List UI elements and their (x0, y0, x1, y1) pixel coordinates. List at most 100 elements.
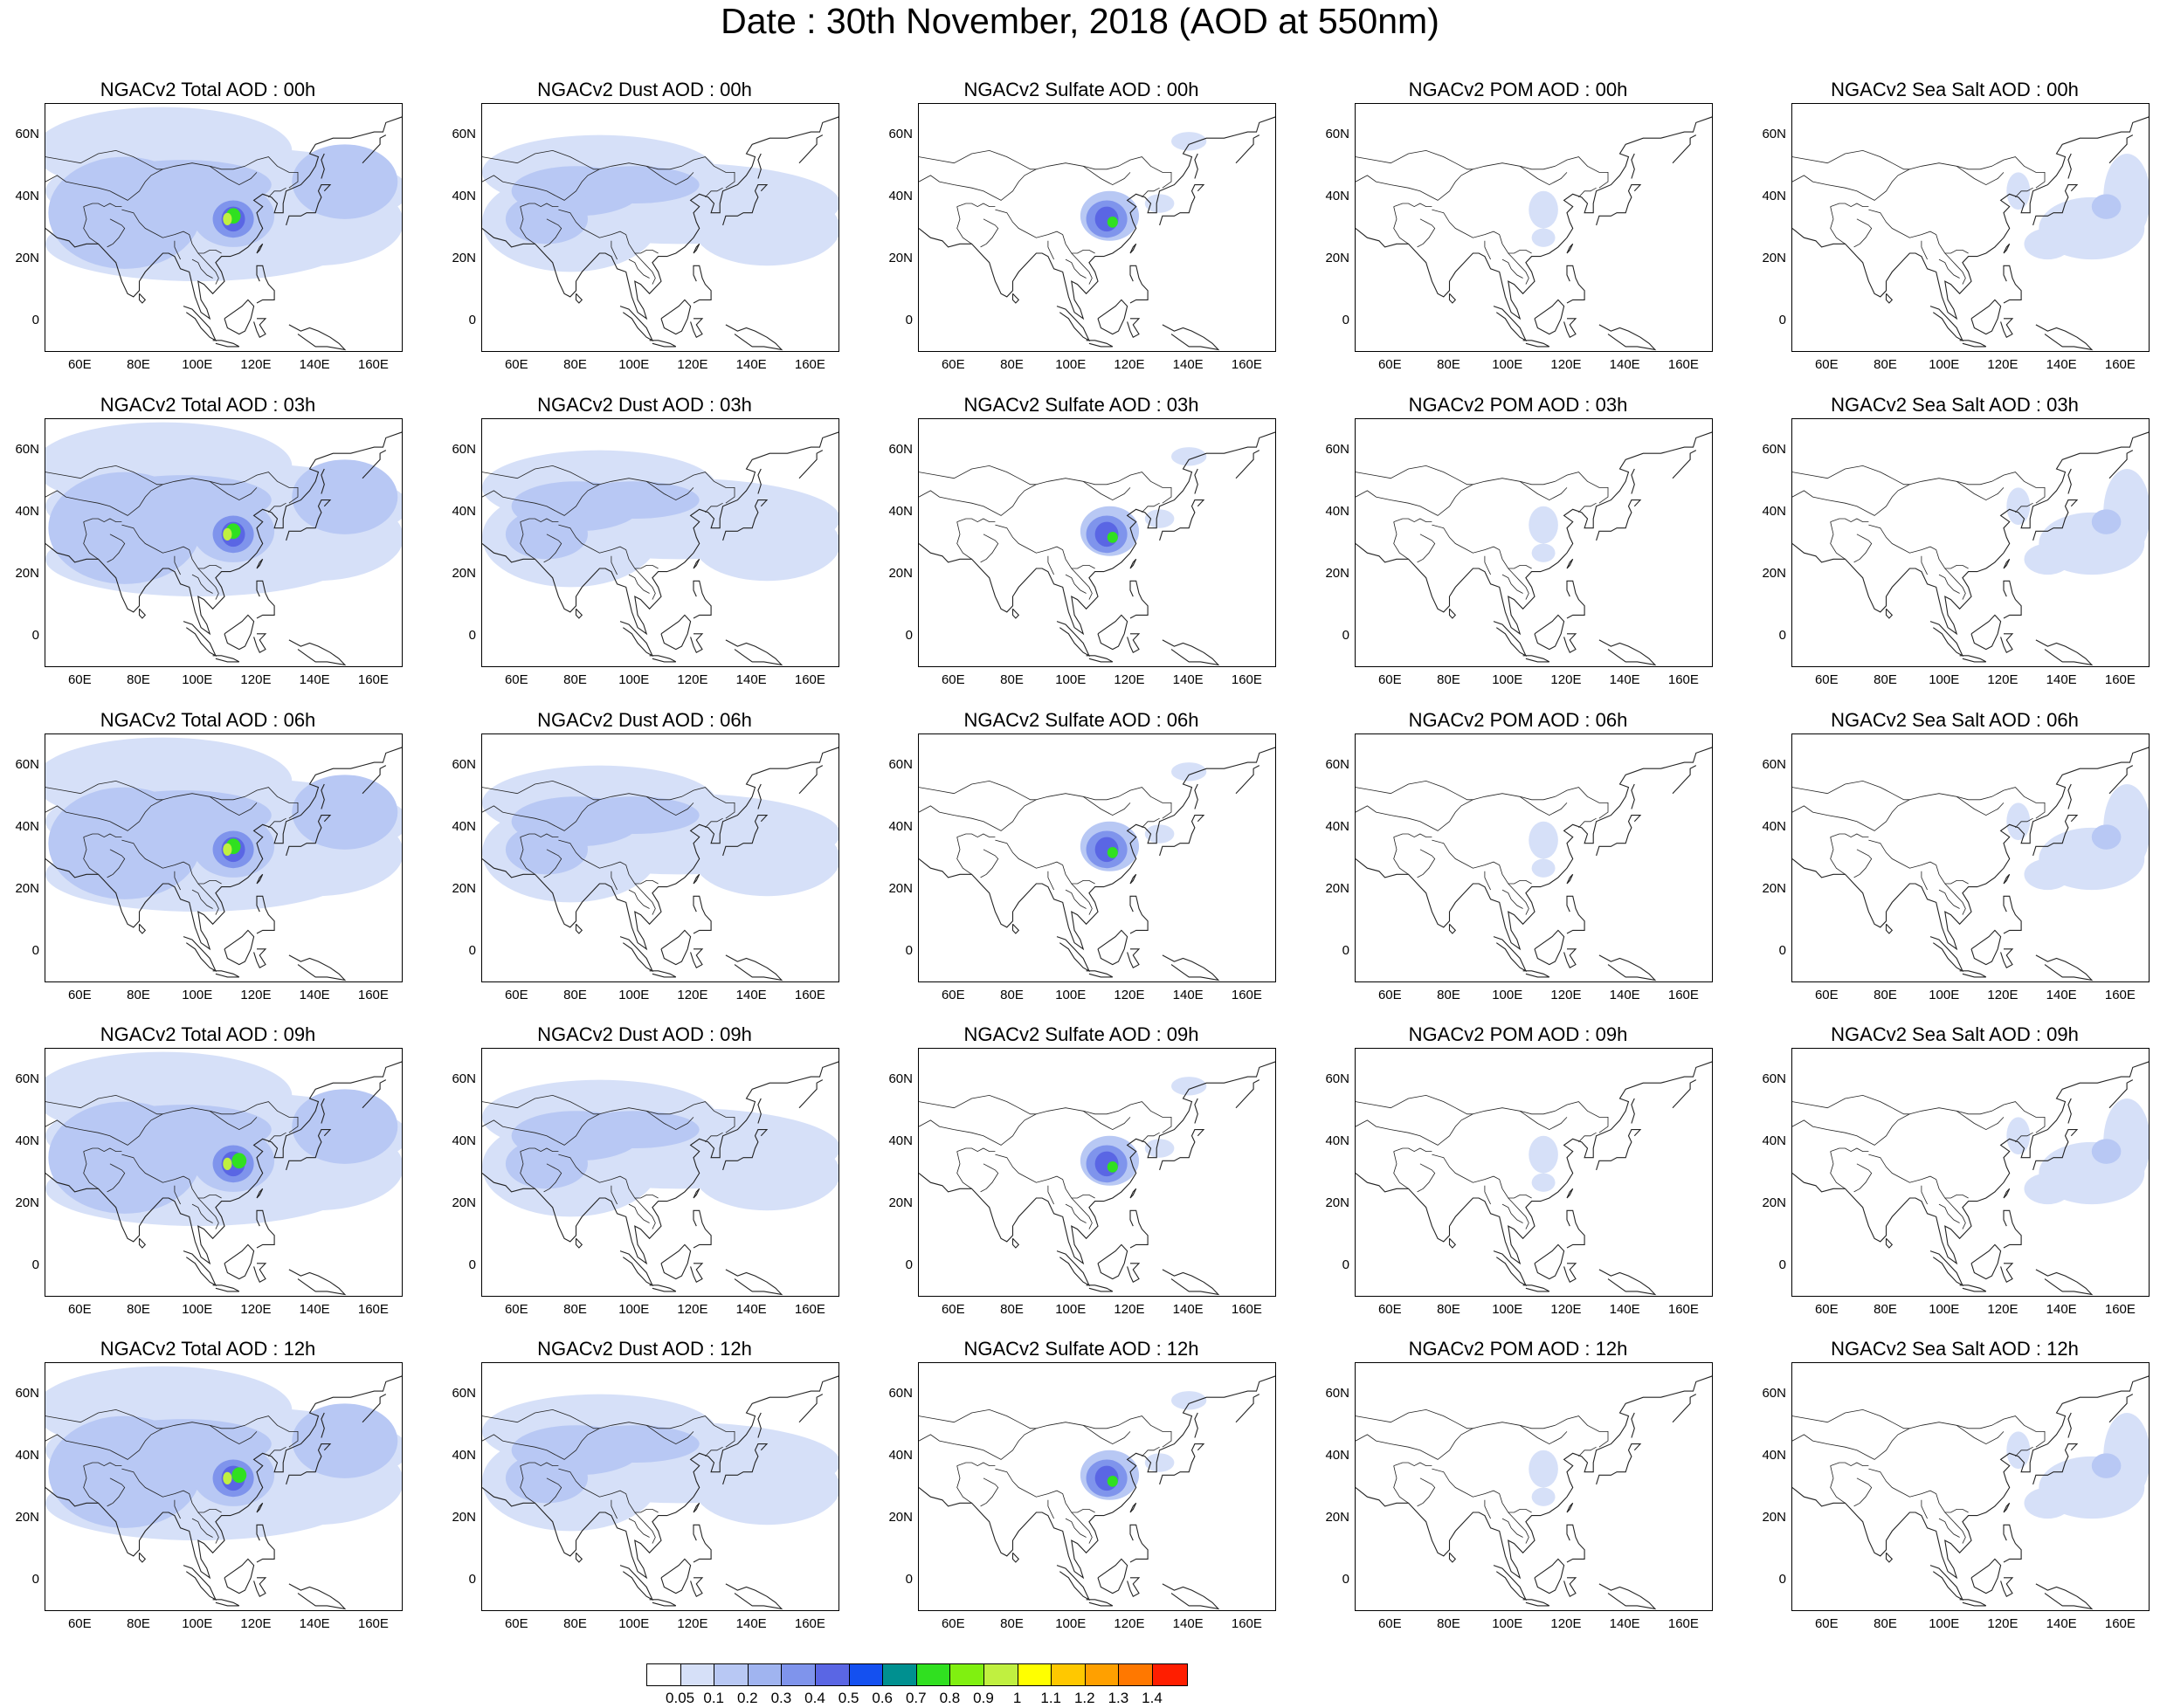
y-tick-label: 0 (468, 313, 476, 328)
coastline (1631, 468, 1635, 494)
y-tick-label: 40N (452, 188, 476, 203)
x-tick-label: 80E (1000, 988, 1024, 1002)
country-border (558, 1468, 659, 1513)
coastline (1127, 1577, 1141, 1597)
country-border (1792, 787, 2046, 831)
coastline (138, 923, 147, 934)
x-tick-label: 80E (1000, 357, 1024, 372)
country-border (1417, 849, 1436, 878)
aod-map (1792, 1061, 2149, 1296)
colorbar-box (1052, 1664, 1086, 1685)
coastline (362, 765, 387, 795)
aod-patch (292, 459, 398, 534)
country-border (45, 149, 163, 170)
country-border (1432, 1468, 1532, 1513)
x-tick-label: 160E (357, 1616, 389, 1631)
coastline (253, 1263, 267, 1283)
coastline (482, 747, 838, 951)
x-tick-label: 60E (67, 672, 92, 687)
aod-patch (693, 1135, 838, 1211)
y-tick-label: 40N (15, 818, 39, 834)
coastline (693, 1524, 712, 1563)
coastline (1566, 873, 1574, 885)
coastline (286, 1129, 332, 1171)
aod-map (482, 1061, 838, 1296)
coastline (1162, 639, 1220, 666)
x-tick-label: 160E (2104, 988, 2136, 1002)
panel-title: NGACv2 Dust AOD : 06h (537, 709, 752, 731)
coastline (1097, 614, 1128, 651)
coastline (138, 608, 147, 619)
x-tick-label: 80E (1437, 1616, 1460, 1631)
x-tick-label: 160E (794, 357, 825, 372)
country-border (1944, 252, 1966, 285)
country-border (1830, 837, 1846, 875)
aod-map (482, 431, 838, 666)
aod-patch (2006, 1117, 2031, 1155)
aod-patch (223, 843, 232, 856)
aod-patch (1144, 1453, 1175, 1472)
coastline (1086, 340, 1114, 348)
y-tick-label: 0 (31, 313, 39, 328)
coastline (1970, 929, 2002, 966)
y-tick-label: 40N (1325, 818, 1349, 834)
y-tick-label: 60N (888, 1385, 913, 1401)
panel-title: NGACv2 POM AOD : 03h (1408, 394, 1628, 416)
y-tick-label: 0 (1342, 628, 1349, 644)
country-border (1508, 252, 1529, 285)
x-tick-label: 60E (941, 672, 965, 687)
coastline (722, 1129, 769, 1171)
y-tick-label: 60N (15, 441, 39, 457)
x-tick-label: 120E (1114, 1616, 1145, 1631)
coastline (2003, 265, 2022, 304)
coastline (286, 1443, 332, 1485)
coastline (1448, 1237, 1457, 1249)
y-tick-label: 20N (15, 1510, 39, 1525)
map-panel: NGACv2 Dust AOD : 09h 60N 40N 20N 0 60E 80E 100… (439, 1022, 876, 1327)
country-border (705, 502, 723, 513)
country-border (2015, 1446, 2033, 1457)
map-frame (1355, 1048, 1713, 1297)
coastline (321, 783, 325, 809)
coastline (757, 153, 762, 179)
x-tick-label: 100E (1492, 1302, 1523, 1317)
aod-patch (2006, 802, 2031, 841)
map-frame (918, 103, 1276, 352)
aod-patch (1531, 228, 1556, 247)
y-tick-label: 0 (468, 943, 476, 959)
y-tick-label: 20N (1762, 1510, 1786, 1525)
coastline (286, 184, 332, 226)
y-tick-label: 60N (452, 756, 476, 772)
country-border (611, 555, 618, 575)
country-border (1921, 871, 1928, 891)
aod-patch (693, 506, 838, 582)
panel-title: NGACv2 Total AOD : 12h (100, 1338, 316, 1360)
coastline (1792, 116, 2149, 320)
y-tick-label: 20N (15, 251, 39, 266)
x-tick-label: 160E (357, 672, 389, 687)
x-tick-label: 160E (357, 357, 389, 372)
country-border (1792, 156, 2046, 201)
country-border (482, 1408, 600, 1429)
y-tick-label: 40N (888, 1447, 913, 1463)
y-tick-label: 0 (1778, 943, 1786, 959)
coastline (1159, 184, 1205, 226)
coastline (2035, 1583, 2094, 1610)
colorbar-box (849, 1664, 884, 1685)
country-border (268, 817, 286, 829)
x-tick-label: 120E (1987, 357, 2019, 372)
panel-title: NGACv2 POM AOD : 09h (1408, 1023, 1628, 1045)
coastline (1011, 608, 1020, 619)
y-tick-label: 60N (452, 1071, 476, 1086)
y-tick-label: 40N (1762, 818, 1786, 834)
coastline (693, 1502, 700, 1513)
country-border (919, 1415, 1172, 1460)
coastline (1493, 1565, 1528, 1601)
country-border (611, 240, 618, 260)
country-border (1868, 524, 1969, 569)
country-border (995, 524, 1095, 569)
coastline (1598, 954, 1657, 981)
x-tick-label: 100E (182, 672, 213, 687)
y-tick-label: 0 (1342, 1257, 1349, 1273)
y-tick-label: 60N (888, 441, 913, 457)
